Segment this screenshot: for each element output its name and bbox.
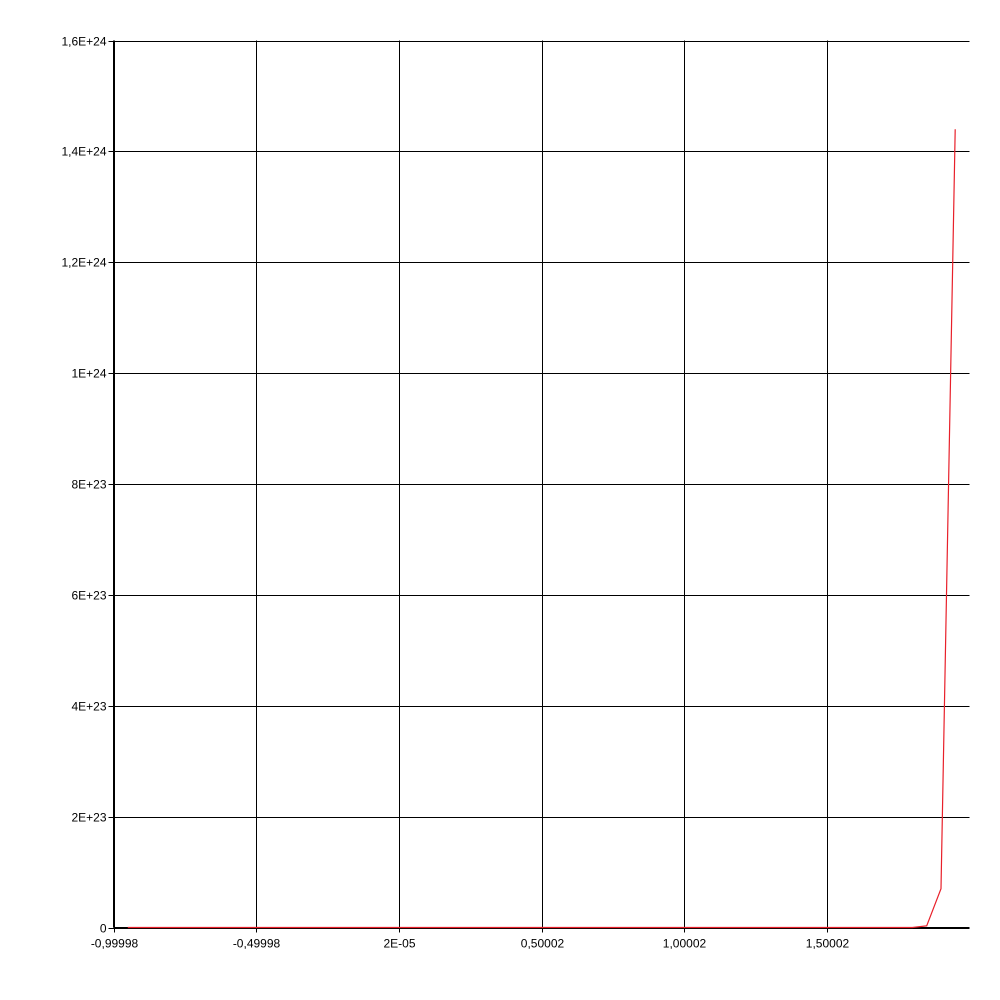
y-tick-label: 1E+24 — [71, 367, 106, 381]
y-tick-label: 1,6E+24 — [61, 35, 106, 49]
x-tick-label: 0,50002 — [521, 937, 565, 951]
y-tick-label: 8E+23 — [71, 478, 106, 492]
x-tick-label: 2E-05 — [383, 937, 415, 951]
axes — [108, 40, 970, 933]
series-layer — [127, 129, 956, 929]
x-tick-label: 1,50002 — [806, 937, 850, 951]
x-tick-label: -0,99998 — [91, 937, 139, 951]
y-tick-label: 2E+23 — [71, 811, 106, 825]
series-line — [127, 129, 956, 929]
y-tick-label: 0 — [100, 922, 107, 936]
x-tick-label: 1,00002 — [663, 937, 707, 951]
y-tick-label: 4E+23 — [71, 700, 106, 714]
x-tick-label: -0,49998 — [233, 937, 281, 951]
grid — [113, 40, 970, 929]
y-tick-label: 1,2E+24 — [61, 256, 106, 270]
tick-labels: 0 2E+23 4E+23 6E+23 8E+23 1E+24 1,2E+24 1,4E+24… — [61, 35, 849, 951]
y-tick-label: 6E+23 — [71, 589, 106, 603]
y-tick-label: 1,4E+24 — [61, 145, 106, 159]
